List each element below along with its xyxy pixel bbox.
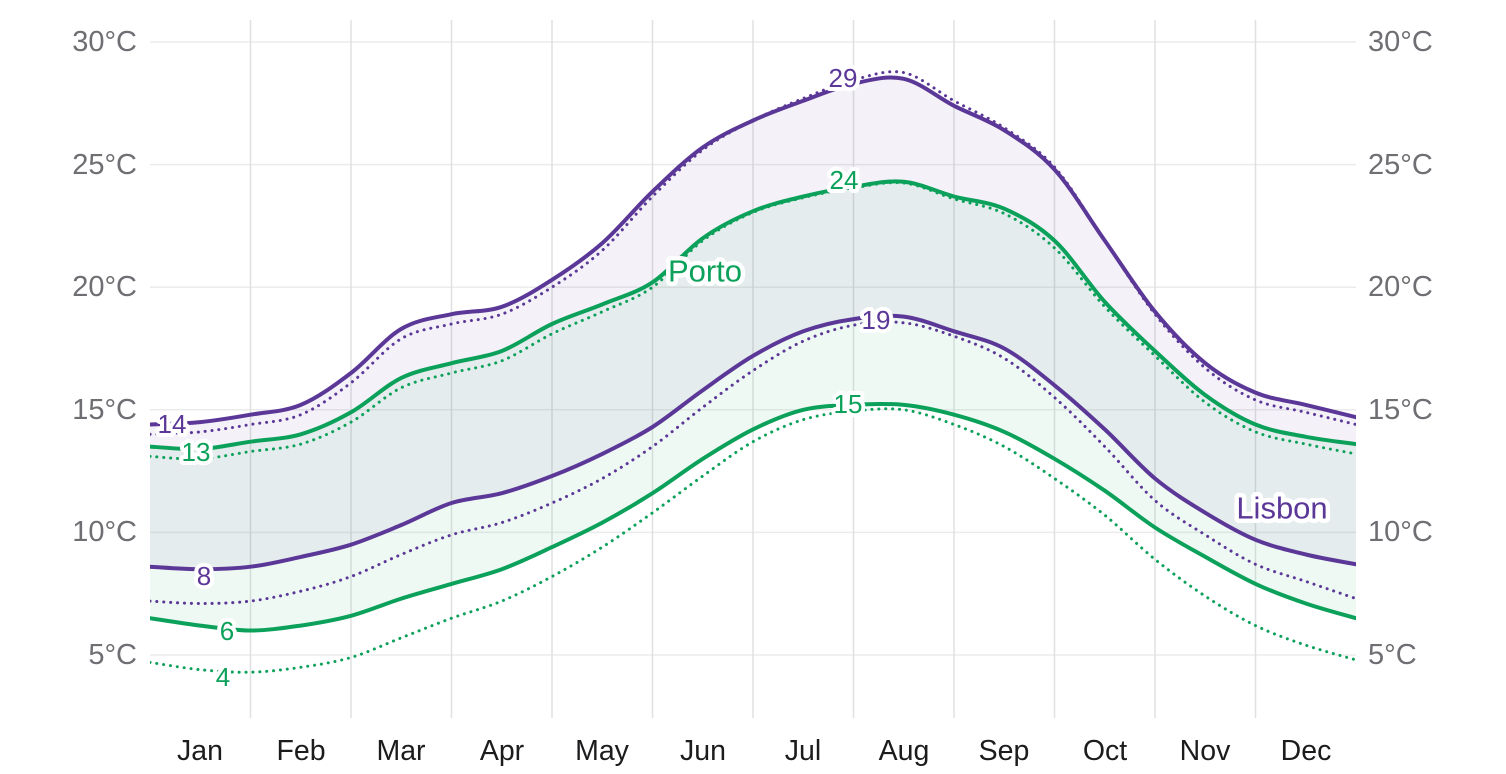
line-value-label-29: 29 bbox=[829, 63, 858, 93]
city-label-porto: Porto bbox=[668, 254, 742, 289]
x-tick-feb: Feb bbox=[276, 735, 326, 767]
y-tick-right-25: 25°C bbox=[1368, 149, 1433, 181]
y-tick-right-5: 5°C bbox=[1368, 639, 1417, 671]
line-value-label-6: 6 bbox=[220, 616, 234, 646]
x-tick-mar: Mar bbox=[376, 735, 426, 767]
city-label-lisbon: Lisbon bbox=[1236, 491, 1327, 526]
line-value-label-24: 24 bbox=[830, 165, 859, 195]
x-tick-oct: Oct bbox=[1082, 735, 1128, 767]
y-tick-left-10: 10°C bbox=[72, 516, 137, 548]
y-tick-left-15: 15°C bbox=[72, 394, 137, 426]
line-value-label-15: 15 bbox=[834, 389, 863, 419]
x-tick-jul: Jul bbox=[784, 735, 822, 767]
y-tick-left-5: 5°C bbox=[88, 639, 137, 671]
x-tick-aug: Aug bbox=[878, 735, 930, 767]
x-tick-jun: Jun bbox=[680, 735, 726, 767]
line-porto-low-dotted bbox=[150, 407, 1356, 674]
line-lisbon-high-solid bbox=[150, 75, 1356, 427]
line-lisbon-low-solid bbox=[150, 313, 1356, 572]
y-tick-right-30: 30°C bbox=[1368, 26, 1433, 58]
line-value-label-4: 4 bbox=[216, 662, 230, 692]
line-value-label-14: 14 bbox=[158, 409, 187, 439]
x-tick-sep: Sep bbox=[978, 735, 1030, 767]
x-tick-dec: Dec bbox=[1280, 735, 1332, 767]
y-tick-right-15: 15°C bbox=[1368, 394, 1433, 426]
porto-band-fill bbox=[150, 181, 1356, 631]
line-porto-low-solid bbox=[150, 401, 1356, 633]
x-tick-nov: Nov bbox=[1179, 735, 1231, 767]
x-tick-jan: Jan bbox=[177, 735, 223, 767]
gridlines bbox=[150, 20, 1356, 718]
x-tick-may: May bbox=[575, 735, 629, 767]
y-tick-right-20: 20°C bbox=[1368, 271, 1433, 303]
line-value-label-13: 13 bbox=[182, 437, 211, 467]
curves bbox=[150, 70, 1356, 674]
y-tick-left-25: 25°C bbox=[72, 149, 137, 181]
x-tick-apr: Apr bbox=[479, 735, 525, 767]
line-value-label-19: 19 bbox=[862, 305, 891, 335]
line-value-label-8: 8 bbox=[197, 561, 211, 591]
line-porto-high-solid bbox=[150, 179, 1356, 452]
lisbon-band-fill bbox=[150, 77, 1356, 570]
y-tick-left-30: 30°C bbox=[72, 26, 137, 58]
y-tick-right-10: 10°C bbox=[1368, 516, 1433, 548]
y-tick-left-20: 20°C bbox=[72, 271, 137, 303]
line-porto-high-dotted bbox=[150, 181, 1356, 461]
